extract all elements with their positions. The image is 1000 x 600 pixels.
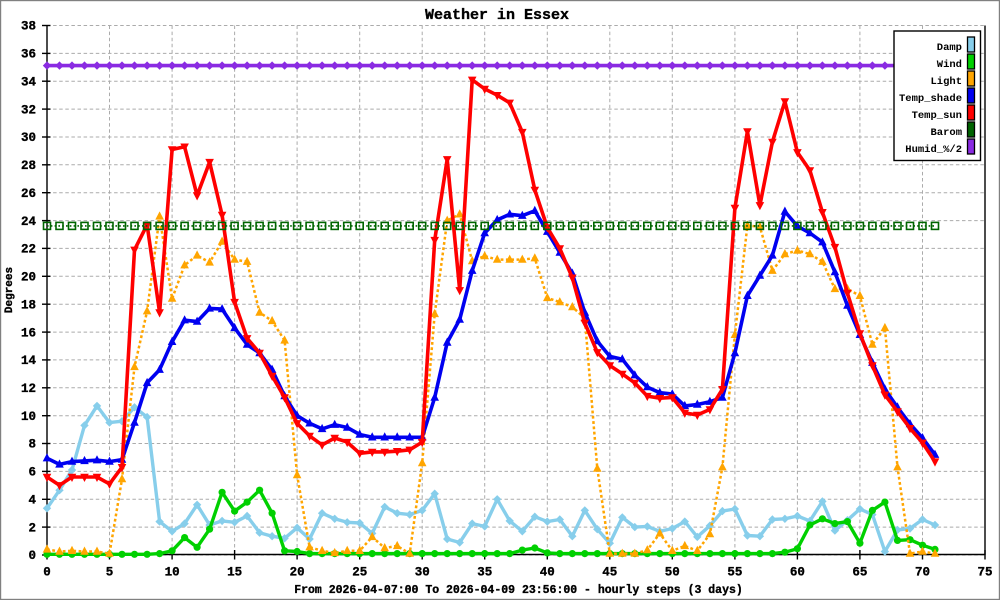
svg-text:40: 40	[540, 566, 555, 580]
svg-text:55: 55	[727, 566, 742, 580]
svg-text:6: 6	[28, 466, 36, 480]
svg-text:30: 30	[21, 131, 36, 145]
svg-text:Damp: Damp	[937, 42, 962, 54]
svg-text:20: 20	[21, 271, 36, 285]
svg-text:10: 10	[21, 410, 36, 424]
svg-text:16: 16	[21, 326, 36, 340]
svg-text:10: 10	[165, 566, 180, 580]
svg-text:Weather in Essex: Weather in Essex	[425, 7, 569, 24]
svg-text:Humid_%/2: Humid_%/2	[905, 144, 962, 156]
svg-text:75: 75	[977, 566, 992, 580]
svg-text:60: 60	[790, 566, 805, 580]
svg-text:Temp_sun: Temp_sun	[912, 110, 962, 122]
svg-text:14: 14	[21, 354, 37, 368]
svg-text:Temp_shade: Temp_shade	[899, 93, 962, 105]
svg-text:From 2026-04-07:00 To 2026-04-: From 2026-04-07:00 To 2026-04-09 23:56:0…	[294, 584, 743, 597]
svg-text:5: 5	[106, 566, 114, 580]
svg-text:65: 65	[852, 566, 867, 580]
svg-text:25: 25	[352, 566, 367, 580]
svg-text:Wind: Wind	[937, 59, 962, 71]
svg-text:26: 26	[21, 187, 36, 201]
svg-text:4: 4	[28, 494, 36, 508]
svg-text:8: 8	[28, 438, 36, 452]
svg-text:30: 30	[415, 566, 430, 580]
svg-text:Degrees: Degrees	[4, 267, 16, 313]
svg-text:12: 12	[21, 382, 36, 396]
svg-text:70: 70	[915, 566, 930, 580]
svg-text:0: 0	[28, 549, 36, 563]
svg-text:18: 18	[21, 298, 36, 312]
svg-text:24: 24	[21, 215, 37, 229]
svg-text:32: 32	[21, 103, 36, 117]
svg-text:50: 50	[665, 566, 680, 580]
svg-text:2: 2	[28, 521, 36, 535]
svg-text:45: 45	[602, 566, 617, 580]
svg-text:22: 22	[21, 243, 36, 257]
svg-text:35: 35	[477, 566, 492, 580]
svg-text:38: 38	[21, 20, 36, 34]
svg-text:28: 28	[21, 159, 36, 173]
svg-text:36: 36	[21, 48, 36, 62]
svg-text:Barom: Barom	[930, 127, 962, 139]
svg-text:0: 0	[43, 566, 51, 580]
svg-text:15: 15	[227, 566, 242, 580]
svg-text:34: 34	[21, 75, 37, 89]
svg-text:20: 20	[290, 566, 305, 580]
svg-text:Light: Light	[930, 76, 962, 88]
